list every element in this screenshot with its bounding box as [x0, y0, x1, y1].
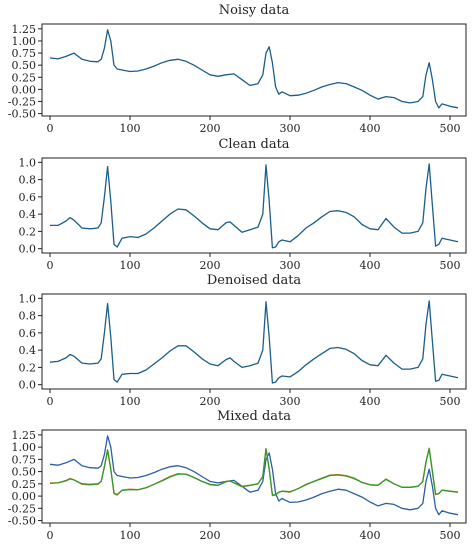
y-tick-label: 0.25 — [12, 478, 37, 491]
x-tick-label: 100 — [120, 259, 141, 272]
y-tick-label: 1.00 — [12, 441, 37, 454]
series-line-1 — [50, 163, 459, 249]
y-tick-label: 0.0 — [19, 243, 37, 256]
x-tick-label: 400 — [360, 395, 381, 408]
plot-frame — [41, 293, 467, 390]
x-tick-label: 300 — [280, 259, 301, 272]
y-tick-label: 0.6 — [19, 191, 37, 204]
chart-panel-2: Clean data 0 100 200 300 400 500 0.0 0.2 0.4 0.6 0.… — [19, 137, 467, 272]
y-tick-label: 1.25 — [12, 429, 37, 442]
y-tick-label: 0.8 — [19, 310, 37, 323]
x-tick-label: 400 — [360, 259, 381, 272]
chart-title: Clean data — [218, 137, 289, 152]
x-tick-label: 100 — [120, 529, 141, 542]
y-tick-label: -0.50 — [8, 515, 36, 528]
x-tick-label: 0 — [47, 259, 54, 272]
x-tick-label: 300 — [280, 122, 301, 135]
x-tick-label: 300 — [280, 395, 301, 408]
y-tick-label: 0.75 — [12, 453, 37, 466]
y-tick-label: 1.00 — [12, 35, 37, 48]
y-tick-label: 0.75 — [12, 47, 37, 60]
x-tick-label: 0 — [47, 395, 54, 408]
x-tick-label: 500 — [440, 122, 461, 135]
y-tick-label: 0.8 — [19, 174, 37, 187]
x-tick-label: 500 — [440, 395, 461, 408]
y-tick-label: -0.25 — [8, 95, 36, 108]
plot-frame — [41, 23, 467, 117]
x-tick-label: 500 — [440, 529, 461, 542]
y-tick-label: -0.25 — [8, 502, 36, 515]
x-tick-label: 200 — [200, 529, 221, 542]
y-tick-label: 0.4 — [19, 344, 37, 357]
series-line-1 — [49, 29, 459, 109]
y-tick-label: 0.4 — [19, 208, 37, 221]
y-tick-label: 0.6 — [19, 327, 37, 340]
y-tick-label: 0.50 — [12, 59, 37, 72]
x-tick-label: 300 — [280, 529, 301, 542]
x-tick-label: 100 — [120, 122, 141, 135]
y-tick-label: 0.50 — [12, 466, 37, 479]
plot-frame — [41, 429, 467, 524]
chart-panel-4: Mixed data 0 100 200 300 400 500 -0.50-0.250.00… — [8, 409, 467, 542]
y-tick-label: 1.0 — [19, 292, 37, 305]
series-line-1 — [49, 435, 459, 516]
y-tick-label: 1.25 — [12, 23, 37, 36]
x-tick-label: 200 — [200, 395, 221, 408]
plot-frame — [41, 157, 467, 254]
x-tick-label: 200 — [200, 122, 221, 135]
y-tick-label: 0.2 — [19, 225, 37, 238]
series-line-1 — [49, 300, 459, 384]
y-tick-label: 1.0 — [19, 156, 37, 169]
x-tick-label: 400 — [360, 529, 381, 542]
chart-panel-3: Denoised data 0 100 200 300 400 500 0.0 0.2 0.4 0.… — [19, 273, 467, 408]
x-tick-label: 0 — [47, 122, 54, 135]
x-tick-label: 500 — [440, 259, 461, 272]
x-tick-label: 0 — [47, 529, 54, 542]
x-tick-label: 100 — [120, 395, 141, 408]
y-tick-label: -0.50 — [8, 108, 36, 121]
chart-title: Noisy data — [219, 3, 290, 18]
y-tick-label: 0.00 — [12, 83, 37, 96]
y-tick-label: 0.25 — [12, 71, 37, 84]
y-tick-label: 0.2 — [19, 361, 37, 374]
chart-title: Denoised data — [207, 273, 302, 288]
y-tick-label: 0.00 — [12, 490, 37, 503]
series-line-3 — [49, 447, 459, 496]
x-tick-label: 400 — [360, 122, 381, 135]
x-tick-label: 200 — [200, 259, 221, 272]
chart-title: Mixed data — [217, 409, 291, 424]
y-tick-label: 0.0 — [19, 379, 37, 392]
chart-panel-1: Noisy data 0 100 200 300 400 500 -0.50-0.250.00… — [8, 3, 467, 135]
